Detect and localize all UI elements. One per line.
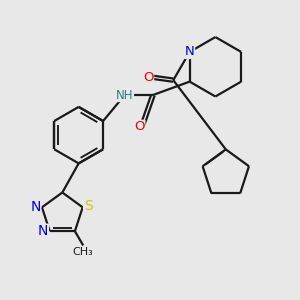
Text: O: O bbox=[134, 120, 145, 133]
Text: O: O bbox=[143, 71, 154, 84]
Text: S: S bbox=[84, 199, 92, 213]
Text: N: N bbox=[30, 200, 40, 214]
Text: NH: NH bbox=[116, 88, 134, 101]
Text: CH₃: CH₃ bbox=[73, 247, 94, 257]
Text: N: N bbox=[185, 45, 194, 58]
Text: N: N bbox=[38, 224, 48, 238]
